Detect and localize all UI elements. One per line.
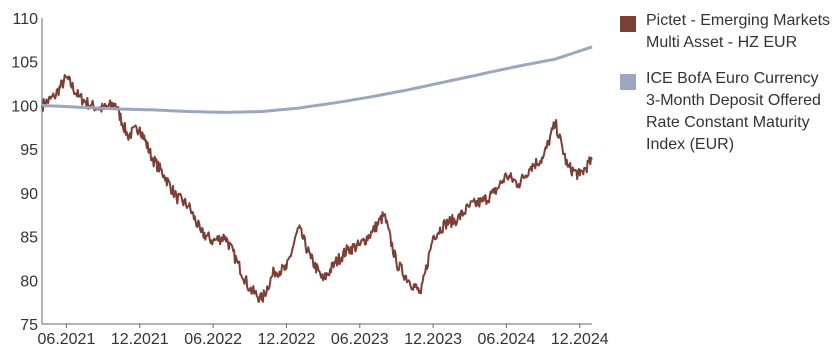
series-line-index xyxy=(41,45,593,114)
y-tick-label: 100 xyxy=(11,98,38,115)
x-tick-label: 12.2021 xyxy=(111,331,169,348)
legend-item-index[interactable]: ICE BofA Euro Currency 3-Month Deposit O… xyxy=(620,68,835,156)
x-tick-label: 06.2024 xyxy=(478,331,536,348)
x-tick-label: 06.2021 xyxy=(38,331,96,348)
legend-label-index: ICE BofA Euro Currency 3-Month Deposit O… xyxy=(646,70,821,153)
legend-swatch-index xyxy=(620,74,636,90)
x-tick-label: 06.2022 xyxy=(184,331,242,348)
x-tick-label: 12.2023 xyxy=(404,331,462,348)
y-tick-label: 85 xyxy=(20,230,38,247)
y-tick-label: 105 xyxy=(11,55,38,72)
y-tick-labels: 75 80 85 90 95 100 105 110 xyxy=(11,11,38,334)
legend-item-fund[interactable]: Pictet - Emerging Markets Multi Asset - … xyxy=(620,10,835,54)
y-tick-label: 75 xyxy=(20,317,38,334)
series-line-fund xyxy=(41,74,593,303)
legend-swatch-fund xyxy=(620,16,636,32)
legend-label-fund: Pictet - Emerging Markets Multi Asset - … xyxy=(646,12,831,51)
series-layer xyxy=(41,45,593,303)
x-tick-labels: 06.2021 12.2021 06.2022 12.2022 06.2023 12.20… xyxy=(38,324,609,348)
x-tick-label: 06.2023 xyxy=(331,331,389,348)
x-tick-label: 12.2024 xyxy=(551,331,609,348)
y-tick-label: 110 xyxy=(12,11,38,28)
y-tick-label: 95 xyxy=(20,142,38,159)
y-tick-label: 90 xyxy=(20,186,38,203)
x-tick-label: 12.2022 xyxy=(258,331,316,348)
y-tick-label: 80 xyxy=(20,273,38,290)
legend: Pictet - Emerging Markets Multi Asset - … xyxy=(620,10,835,170)
